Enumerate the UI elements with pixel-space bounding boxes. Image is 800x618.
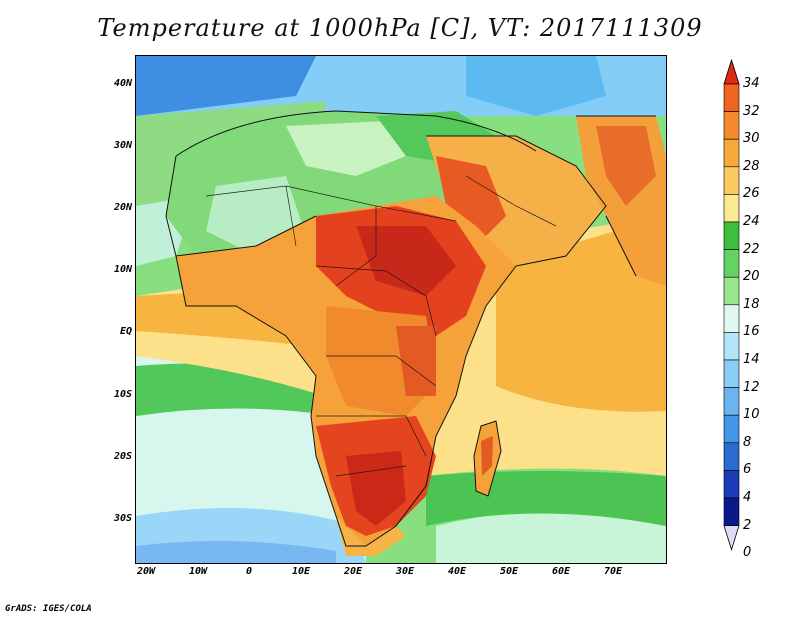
map-svg	[136, 56, 666, 563]
lon-tick-30e: 30E	[395, 566, 415, 577]
colorbar-segment	[723, 166, 740, 195]
colorbar-segment	[723, 359, 740, 388]
lon-tick-10w: 10W	[188, 566, 208, 577]
lat-tick-eq: EQ	[119, 326, 132, 337]
colorbar-segment	[723, 138, 740, 168]
colorbar-segment	[723, 111, 740, 140]
lon-tick-0: 0	[245, 566, 253, 577]
colorbar-level-label: 32	[743, 103, 760, 119]
lon-tick-50e: 50E	[499, 566, 519, 577]
colorbar-level-label: 0	[743, 545, 752, 561]
lon-tick-60e: 60E	[551, 566, 571, 577]
colorbar-level-label: 12	[743, 379, 760, 395]
colorbar-level-label: 22	[743, 241, 760, 257]
colorbar-segment	[723, 249, 740, 278]
colorbar-level-label: 8	[743, 434, 752, 450]
colorbar-segment	[723, 221, 740, 250]
colorbar-segment	[723, 387, 740, 416]
lat-tick-20n: 20N	[113, 202, 132, 213]
lat-tick-10n: 10N	[113, 264, 132, 275]
colorbar-segment	[723, 470, 740, 499]
colorbar-level-label: 28	[743, 158, 760, 174]
temperature-map	[135, 55, 667, 564]
colorbar-bottom-arrow	[723, 525, 740, 551]
colorbar-level-label: 16	[743, 324, 760, 340]
indian-ocean-warm	[496, 216, 666, 412]
colorbar-segment	[723, 414, 740, 444]
colorbar-level-label: 2	[743, 517, 752, 533]
colorbar-level-label: 18	[743, 296, 760, 312]
borders	[205, 175, 557, 477]
colorbar	[723, 58, 740, 551]
colorbar-segment	[723, 442, 740, 471]
coastlines	[165, 110, 656, 547]
colorbar-level-label: 6	[743, 462, 752, 478]
lat-tick-30n: 30N	[113, 140, 132, 151]
lon-tick-40e: 40E	[447, 566, 467, 577]
map-title: Temperature at 1000hPa [C], VT: 20171113…	[97, 14, 703, 42]
colorbar-level-label: 24	[743, 214, 760, 229]
colorbar-level-label: 26	[743, 186, 760, 202]
lat-tick-30s: 30S	[113, 513, 132, 524]
grads-credit: GrADS: IGES/COLA	[5, 604, 92, 614]
colorbar-level-label: 20	[743, 269, 760, 285]
lat-tick-20s: 20S	[113, 451, 132, 462]
colorbar-level-label: 34	[743, 76, 760, 91]
colorbar-segment	[723, 304, 740, 333]
lon-tick-10e: 10E	[291, 566, 311, 577]
south-indian-cool	[436, 511, 666, 563]
lat-tick-10s: 10S	[113, 389, 132, 400]
lat-tick-40n: 40N	[113, 78, 132, 89]
colorbar-segment	[723, 497, 740, 526]
lon-tick-20e: 20E	[343, 566, 363, 577]
colorbar-segment	[723, 194, 740, 223]
colorbar-level-label: 4	[743, 490, 752, 505]
colorbar-level-label: 30	[743, 131, 760, 147]
lon-tick-20w: 20W	[136, 566, 156, 577]
lon-tick-70e: 70E	[603, 566, 623, 577]
colorbar-level-label: 10	[743, 407, 760, 423]
colorbar-top-arrow	[723, 58, 740, 85]
colorbar-segment	[723, 276, 740, 306]
colorbar-segment	[723, 332, 740, 361]
colorbar-segment	[723, 83, 740, 112]
colorbar-level-label: 14	[743, 352, 760, 367]
